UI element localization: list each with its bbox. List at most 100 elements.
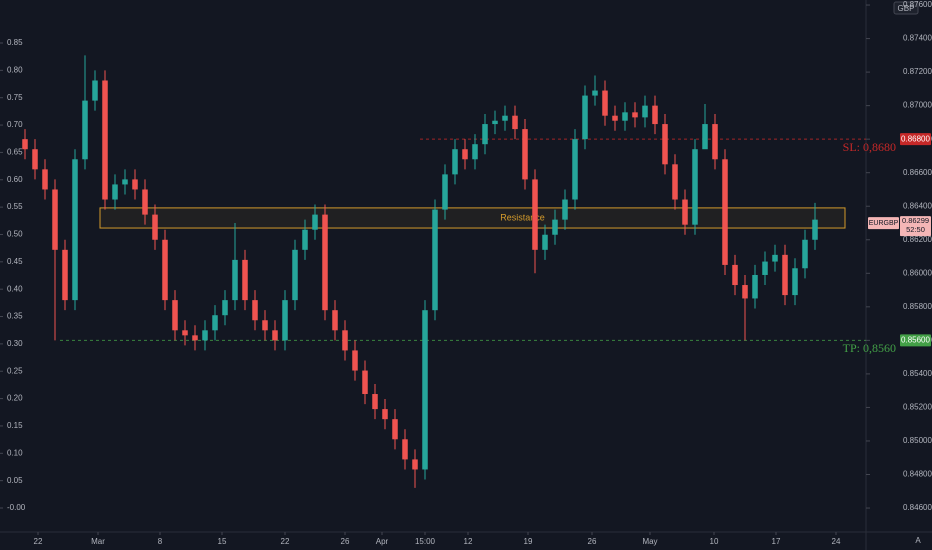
candle-body: [382, 409, 388, 420]
y2-tick-label: 0.10: [7, 448, 23, 457]
y-tick-label: 0.86600: [903, 168, 932, 177]
candle-body: [122, 179, 128, 185]
candle-body: [792, 268, 798, 296]
candle-body: [632, 112, 638, 118]
candle-body: [502, 115, 508, 121]
candle-body: [772, 254, 778, 262]
candle-body: [272, 330, 278, 341]
y2-tick-label: 0.40: [7, 284, 23, 293]
candle-body: [542, 234, 548, 250]
candle-body: [32, 149, 38, 170]
x-tick-label: 8: [158, 537, 163, 546]
x-tick-label: 15: [218, 537, 227, 546]
candle-body: [212, 315, 218, 331]
y2-tick-label: 0.50: [7, 230, 23, 239]
candle-body: [242, 259, 248, 301]
candle-body: [462, 149, 468, 160]
x-tick-label: 26: [341, 537, 350, 546]
candle-body: [422, 310, 428, 470]
y2-tick-label: 0.65: [7, 148, 23, 157]
x-tick-label: 22: [281, 537, 290, 546]
level-label: TP: 0,8560: [843, 341, 896, 355]
candle-body: [412, 459, 418, 470]
candle-body: [182, 330, 188, 336]
y-tick-label: 0.85000: [903, 436, 932, 445]
candle-body: [662, 124, 668, 165]
candle-body: [812, 219, 818, 240]
y2-tick-label: -0.00: [7, 503, 26, 512]
y-tick-label: 0.85400: [903, 369, 932, 378]
level-badge-label: 0.86800: [901, 134, 930, 143]
candle-body: [532, 179, 538, 250]
candle-body: [22, 139, 28, 150]
level-label: SL: 0,8680: [843, 140, 896, 154]
candle-body: [152, 214, 158, 240]
candle-body: [472, 144, 478, 160]
x-tick-label: 26: [588, 537, 597, 546]
candle-body: [732, 264, 738, 286]
y2-tick-label: 0.85: [7, 38, 23, 47]
candle-body: [132, 179, 138, 190]
y-tick-label: 0.87600: [903, 0, 932, 9]
candle-body: [222, 300, 228, 316]
y2-tick-label: 0.45: [7, 257, 23, 266]
y2-tick-label: 0.30: [7, 339, 23, 348]
candle-body: [62, 249, 68, 301]
candle-body: [612, 115, 618, 121]
y-tick-label: 0.87400: [903, 34, 932, 43]
candle-body: [572, 139, 578, 200]
y2-tick-label: 0.35: [7, 312, 23, 321]
candle-body: [262, 320, 268, 331]
level-badge-label: 0.85600: [901, 335, 930, 344]
candle-body: [112, 184, 118, 200]
y2-tick-label: 0.20: [7, 394, 23, 403]
candle-body: [802, 239, 808, 269]
currency-box[interactable]: [893, 1, 919, 15]
x-tick-label: May: [642, 537, 657, 546]
y-tick-label: 0.86200: [903, 235, 932, 244]
candle-body: [302, 229, 308, 250]
candle-body: [232, 259, 238, 301]
last-price-badge: [900, 216, 931, 237]
y-tick-label: 0.87200: [903, 67, 932, 76]
candle-body: [512, 115, 518, 130]
x-tick-label: 17: [772, 537, 781, 546]
y2-tick-label: 0.15: [7, 421, 23, 430]
zone-label: Resistance: [500, 212, 545, 222]
candle-body: [72, 159, 78, 301]
symbol-label: EURGBP: [869, 220, 899, 227]
candle-body: [672, 164, 678, 200]
level-badge: [900, 334, 931, 347]
y2-tick-label: 0.25: [7, 366, 23, 375]
candle-body: [402, 439, 408, 460]
candle-body: [592, 90, 598, 96]
candle-body: [452, 149, 458, 175]
symbol-badge: [868, 217, 899, 230]
candle-body: [552, 219, 558, 235]
candle-body: [642, 105, 648, 118]
x-tick-label: 22: [34, 537, 43, 546]
candle-body: [372, 394, 378, 410]
candle-body: [562, 199, 568, 220]
candle-body: [42, 169, 48, 190]
candle-body: [702, 124, 708, 150]
x-tick-label: 10: [710, 537, 719, 546]
candle-body: [82, 100, 88, 160]
y-tick-label: 0.84800: [903, 470, 932, 479]
y2-tick-label: 0.70: [7, 120, 23, 129]
y-tick-label: 0.87000: [903, 101, 932, 110]
y2-tick-label: 0.60: [7, 175, 23, 184]
candle-body: [432, 209, 438, 311]
candle-body: [782, 254, 788, 296]
candle-body: [682, 199, 688, 225]
candle-body: [622, 112, 628, 121]
x-tick-label: 19: [524, 537, 533, 546]
candle-body: [712, 124, 718, 160]
y-tick-label: 0.84600: [903, 503, 932, 512]
candle-body: [292, 249, 298, 301]
candle-body: [652, 105, 658, 125]
currency-label[interactable]: GBP: [898, 4, 915, 13]
auto-scale-button[interactable]: A: [915, 536, 921, 545]
